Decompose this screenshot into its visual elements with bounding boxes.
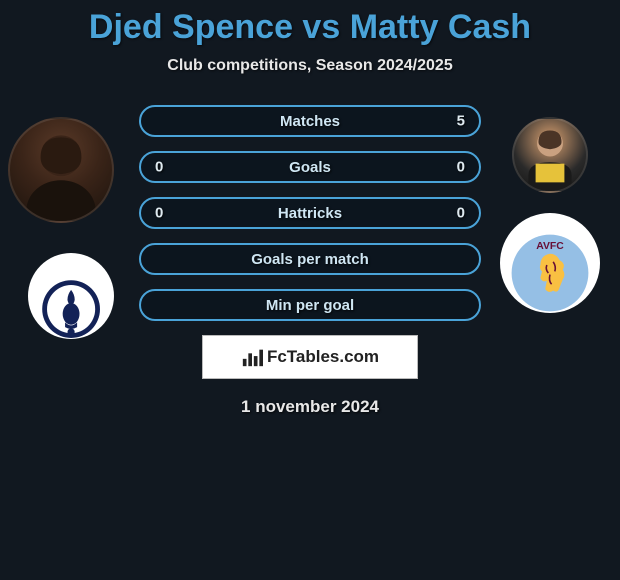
stat-left-value: 0: [155, 205, 163, 222]
brand-box[interactable]: FcTables.com: [202, 335, 418, 379]
stat-label: Hattricks: [278, 205, 342, 222]
page-title: Djed Spence vs Matty Cash: [0, 0, 620, 47]
club-left-badge: [28, 253, 114, 339]
person-silhouette-icon: [514, 119, 586, 191]
player-right-avatar: [512, 117, 588, 193]
stat-row: Goals per match: [139, 243, 481, 275]
chart-bars-icon: [241, 346, 263, 368]
brand-text: FcTables.com: [267, 347, 379, 367]
stat-row: Min per goal: [139, 289, 481, 321]
stat-right-value: 5: [457, 113, 465, 130]
date-text: 1 november 2024: [0, 397, 620, 417]
person-silhouette-icon: [10, 119, 112, 221]
stat-row: Matches 5: [139, 105, 481, 137]
club-right-badge: AVFC: [500, 213, 600, 313]
stat-row: 0 Hattricks 0: [139, 197, 481, 229]
stat-label: Min per goal: [266, 297, 354, 314]
stat-label: Goals per match: [251, 251, 369, 268]
stats-rows: Matches 5 0 Goals 0 0 Hattricks 0 Goals …: [139, 105, 481, 321]
stat-right-value: 0: [457, 205, 465, 222]
svg-text:AVFC: AVFC: [536, 241, 564, 252]
aston-villa-badge-icon: AVFC: [510, 233, 590, 313]
comparison-panel: AVFC Matches 5 0 Goals 0 0 Hattricks 0 G…: [0, 105, 620, 417]
stat-right-value: 0: [457, 159, 465, 176]
stat-left-value: 0: [155, 159, 163, 176]
tottenham-badge-icon: [41, 279, 101, 339]
subtitle: Club competitions, Season 2024/2025: [0, 57, 620, 75]
player-left-avatar: [8, 117, 114, 223]
stat-label: Goals: [289, 159, 331, 176]
stat-row: 0 Goals 0: [139, 151, 481, 183]
stat-label: Matches: [280, 113, 340, 130]
